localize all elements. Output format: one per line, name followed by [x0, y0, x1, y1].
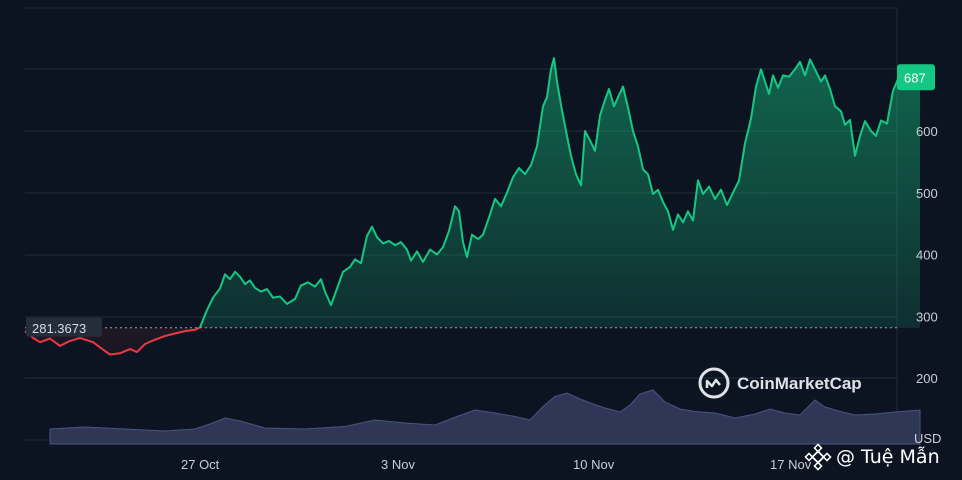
binance-logo-icon	[804, 443, 832, 471]
coinmarketcap-brand-text: CoinMarketCap	[737, 374, 862, 393]
x-tick-label: 27 Oct	[181, 457, 220, 472]
x-tick-label: 10 Nov	[573, 457, 615, 472]
price-line-up	[196, 57, 921, 328]
coinmarketcap-watermark: CoinMarketCap	[698, 367, 862, 399]
credit-overlay: @ Tuệ Mẫn	[804, 443, 940, 471]
x-tick-label: 3 Nov	[381, 457, 415, 472]
baseline-label-box	[26, 317, 102, 337]
price-area-up	[199, 58, 920, 328]
currency-unit-label: USD	[914, 431, 941, 446]
volume-area	[49, 389, 921, 445]
last-price-box	[897, 64, 935, 91]
baseline-label: 281.3673	[32, 321, 86, 336]
x-tick-label: 17 Nov	[770, 457, 812, 472]
coinmarketcap-logo-icon	[698, 367, 730, 399]
last-price-label: 687	[904, 70, 926, 85]
credit-text: @ Tuệ Mẫn	[836, 445, 940, 468]
y-tick-label: 600	[916, 124, 938, 139]
y-axis: 200 300 400 500 600	[916, 124, 938, 386]
x-axis: 27 Oct 3 Nov 10 Nov 17 Nov	[181, 457, 812, 472]
y-tick-label: 200	[916, 371, 938, 386]
y-tick-label: 500	[916, 186, 938, 201]
price-area-down	[25, 327, 920, 355]
y-tick-label: 400	[916, 248, 938, 263]
y-tick-label: 300	[916, 309, 938, 324]
